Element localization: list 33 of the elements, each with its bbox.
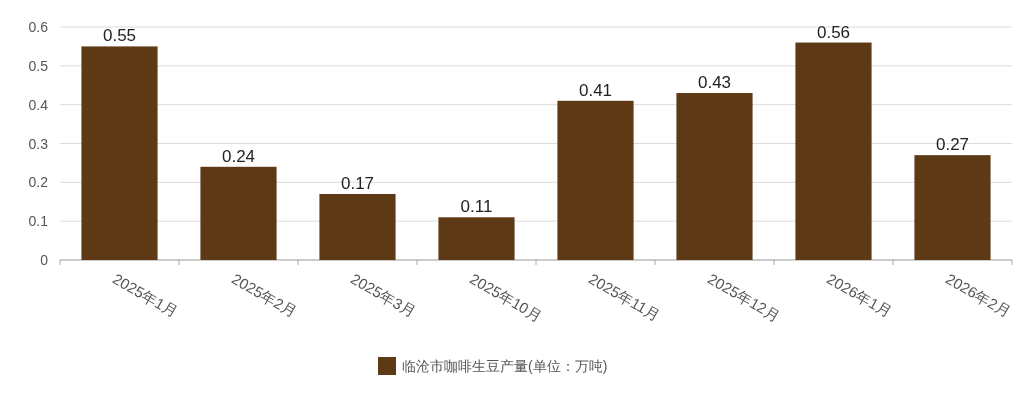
x-tick-label: 2026年2月 xyxy=(943,269,1014,321)
y-tick-label: 0.5 xyxy=(28,57,49,74)
bar xyxy=(914,155,991,260)
data-label: 0.24 xyxy=(221,146,256,166)
x-tick-label: 2026年1月 xyxy=(824,269,895,321)
x-tick-label: 2025年11月 xyxy=(586,269,663,325)
data-label: 0.41 xyxy=(578,80,613,100)
data-label: 0.17 xyxy=(340,173,375,193)
y-tick-label: 0.4 xyxy=(28,96,49,113)
data-label: 0.27 xyxy=(935,135,970,155)
legend: 临沧市咖啡生豆产量(单位：万吨) xyxy=(378,357,608,375)
x-tick-label: 2025年1月 xyxy=(110,269,181,321)
data-label: 0.11 xyxy=(460,197,493,217)
y-tick-label: 0.6 xyxy=(28,19,49,35)
y-tick-label: 0 xyxy=(40,252,49,268)
data-label: 0.55 xyxy=(102,26,137,46)
bar xyxy=(319,193,396,260)
bar xyxy=(795,42,872,260)
data-label: 0.56 xyxy=(816,22,851,42)
bar xyxy=(200,166,277,260)
x-tick-label: 2025年2月 xyxy=(229,269,300,321)
data-label: 0.43 xyxy=(697,73,732,93)
y-tick-label: 0.2 xyxy=(28,174,49,191)
bar xyxy=(676,93,753,260)
bar xyxy=(438,217,515,260)
bar xyxy=(557,100,634,260)
legend-label: 临沧市咖啡生豆产量(单位：万吨) xyxy=(402,358,608,374)
y-tick-label: 0.1 xyxy=(28,213,49,230)
y-tick-label: 0.3 xyxy=(28,135,49,152)
x-tick-label: 2025年12月 xyxy=(705,269,783,325)
x-tick-label: 2025年10月 xyxy=(467,269,545,325)
bar xyxy=(81,46,158,260)
x-tick-label: 2025年3月 xyxy=(348,269,419,321)
